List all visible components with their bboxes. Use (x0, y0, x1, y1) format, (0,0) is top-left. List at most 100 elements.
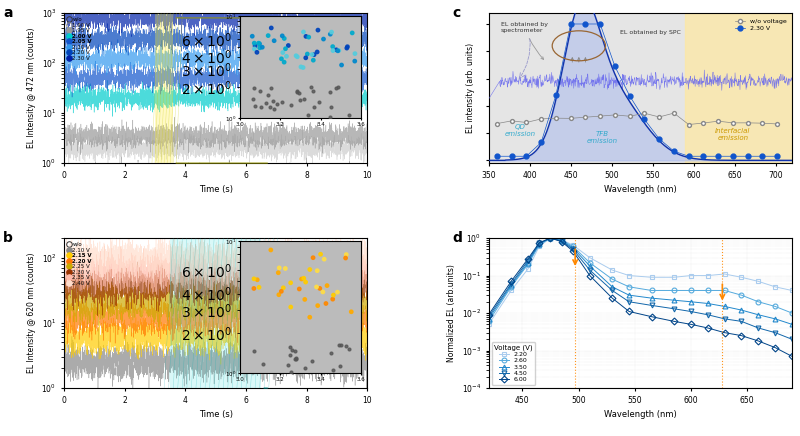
3.50 (557, 238, 566, 243)
4.50 (484, 314, 494, 319)
6.00 (737, 333, 746, 338)
4.50 (720, 316, 730, 321)
4.50 (737, 319, 746, 324)
Line: 6.00: 6.00 (486, 235, 794, 359)
2.20 (686, 273, 696, 278)
Text: QD
emission: QD emission (504, 124, 535, 137)
X-axis label: Time (s): Time (s) (198, 410, 233, 419)
Y-axis label: EL intensity (arb. units): EL intensity (arb. units) (466, 43, 475, 133)
6.00 (523, 256, 533, 262)
6.00 (585, 273, 594, 278)
3.50 (686, 299, 696, 304)
Y-axis label: EL Intensity @ 620 nm (counts): EL Intensity @ 620 nm (counts) (27, 253, 36, 373)
3.50 (754, 312, 763, 317)
6.00 (703, 325, 713, 330)
2.60 (568, 244, 578, 249)
4.50 (703, 312, 713, 317)
2.60 (787, 310, 797, 316)
6.00 (787, 354, 797, 359)
4.50 (506, 281, 516, 286)
3.50 (506, 283, 516, 288)
2.20 (523, 266, 533, 272)
X-axis label: Time (s): Time (s) (198, 185, 233, 194)
3.50 (624, 293, 634, 298)
4.50 (646, 303, 656, 308)
Bar (686, 13, 792, 163)
3.50 (646, 296, 656, 301)
3.50 (546, 235, 555, 241)
Line: 2.60: 2.60 (486, 235, 794, 324)
4.50 (557, 238, 566, 244)
2.20 (546, 235, 555, 241)
2.60 (484, 319, 494, 324)
Legend: w/o voltage, 2.30 V: w/o voltage, 2.30 V (733, 16, 789, 33)
2.60 (607, 276, 617, 282)
6.00 (484, 312, 494, 317)
2.20 (484, 322, 494, 327)
2.60 (703, 288, 713, 293)
4.50 (585, 267, 594, 272)
4.50 (624, 299, 634, 304)
2.60 (624, 284, 634, 290)
6.00 (568, 249, 578, 254)
X-axis label: Wavelength (nm): Wavelength (nm) (604, 185, 677, 194)
6.00 (607, 296, 617, 301)
2.60 (770, 304, 780, 309)
2.20 (754, 279, 763, 284)
Text: a: a (3, 6, 13, 20)
Text: TFB
emission: TFB emission (586, 131, 618, 143)
2.20 (568, 242, 578, 248)
6.00 (546, 235, 555, 241)
Text: EL obtained by
spectrometer: EL obtained by spectrometer (501, 22, 548, 59)
Legend: w/o, 1.90 V, 1.95 V, 2.00 V, 2.05 V, 2.10 V, 2.20 V, 2.30 V: w/o, 1.90 V, 1.95 V, 2.00 V, 2.05 V, 2.1… (66, 16, 93, 62)
6.00 (557, 239, 566, 244)
3.50 (703, 301, 713, 306)
Text: d: d (452, 231, 462, 245)
3.50 (770, 316, 780, 321)
Legend: 2.20, 2.60, 3.50, 4.50, 6.00: 2.20, 2.60, 3.50, 4.50, 6.00 (492, 342, 535, 385)
2.20 (557, 237, 566, 242)
6.00 (624, 309, 634, 314)
2.60 (557, 238, 566, 243)
4.50 (770, 330, 780, 335)
Text: EL obtained by SPC: EL obtained by SPC (620, 30, 681, 34)
3.50 (568, 245, 578, 250)
4.50 (754, 325, 763, 330)
4.50 (568, 247, 578, 252)
Y-axis label: Normalized EL (arb.units): Normalized EL (arb.units) (447, 264, 456, 362)
4.50 (523, 258, 533, 263)
6.00 (754, 338, 763, 344)
3.50 (787, 322, 797, 327)
2.60 (534, 242, 544, 248)
Line: 2.20: 2.20 (486, 235, 794, 327)
6.00 (770, 345, 780, 350)
2.60 (720, 288, 730, 293)
2.20 (506, 288, 516, 293)
6.00 (506, 279, 516, 284)
3.50 (607, 284, 617, 290)
2.20 (720, 271, 730, 276)
Y-axis label: EL Intensity @ 472 nm (counts): EL Intensity @ 472 nm (counts) (27, 28, 36, 148)
3.50 (585, 263, 594, 269)
3.50 (534, 241, 544, 246)
2.60 (523, 262, 533, 267)
2.20 (534, 244, 544, 249)
3.50 (670, 298, 679, 303)
6.00 (670, 319, 679, 324)
2.20 (624, 273, 634, 278)
6.00 (686, 322, 696, 327)
Text: Interfacial
emission: Interfacial emission (715, 128, 750, 141)
2.60 (546, 235, 555, 241)
Text: b: b (3, 231, 14, 245)
6.00 (646, 314, 656, 319)
Legend: w/o, 2.10 V, 2.15 V, 2.20 V, 2.25 V, 2.30 V, 2.35 V, 2.40 V: w/o, 2.10 V, 2.15 V, 2.20 V, 2.25 V, 2.3… (66, 241, 93, 287)
2.60 (737, 293, 746, 298)
2.20 (770, 284, 780, 290)
2.20 (670, 275, 679, 280)
2.60 (646, 288, 656, 293)
Text: c: c (452, 6, 461, 20)
4.50 (670, 306, 679, 311)
3.50 (720, 304, 730, 309)
2.20 (703, 273, 713, 278)
3.50 (484, 316, 494, 321)
